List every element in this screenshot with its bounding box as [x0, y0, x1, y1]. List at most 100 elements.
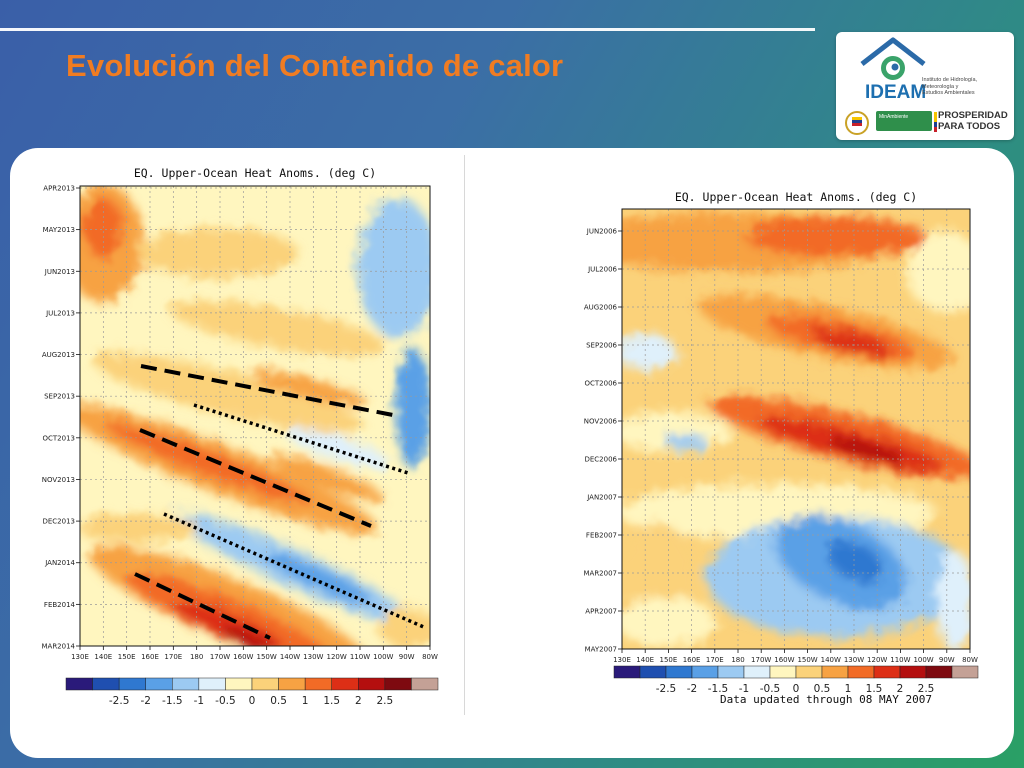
colorbar-tick-label: 1: [302, 695, 309, 707]
dashed-line-3: [134, 572, 271, 640]
y-tick-label: JAN2007: [586, 494, 617, 502]
x-tick-label: 150E: [660, 656, 678, 664]
colorbar-tick-label: -2.5: [656, 683, 677, 695]
x-tick-label: 170E: [164, 653, 182, 661]
x-tick-label: 180: [731, 656, 744, 664]
y-tick-label: JUN2013: [44, 268, 75, 276]
x-tick-label: 140E: [636, 656, 654, 664]
colorbar-tick-label: -0.5: [760, 683, 781, 695]
x-tick-label: 130W: [303, 653, 323, 661]
dotted-line-1: [193, 403, 409, 475]
y-tick-label: APR2007: [585, 608, 617, 616]
colorbar-swatch: [251, 677, 279, 691]
y-axis-ticks: JUN2006 JUL2006 AUG2006 SEP2006 OCT2006 NOV20…: [583, 228, 622, 654]
panel-divider: [464, 155, 465, 715]
ideam-house-swirl-icon: [860, 37, 926, 80]
x-tick-label: 90W: [399, 653, 415, 661]
x-tick-label: 180: [190, 653, 203, 661]
colorbar-swatch: [278, 677, 306, 691]
colorbar-tick-label: 2.5: [918, 683, 935, 695]
colorbar-tick-label: -1.5: [162, 695, 183, 707]
colorbar-swatch: [613, 665, 641, 679]
heatmap-field: [80, 186, 430, 646]
y-tick-label: MAY2013: [43, 226, 75, 234]
y-tick-label: MAR2007: [583, 570, 617, 578]
x-tick-label: 170W: [210, 653, 230, 661]
colorbar-tick-label: 0.5: [270, 695, 287, 707]
colorbar-swatch: [795, 665, 823, 679]
colorbar-swatch: [225, 677, 253, 691]
colorbar-swatch: [145, 677, 173, 691]
y-tick-label: NOV2013: [42, 476, 75, 484]
grid-lines: [622, 209, 970, 649]
y-tick-label: JAN2014: [44, 559, 75, 567]
x-tick-label: 110W: [350, 653, 370, 661]
y-tick-label: APR2013: [43, 185, 75, 193]
colorbar-tick-label: 1.5: [866, 683, 883, 695]
x-tick-label: 80W: [422, 653, 438, 661]
colorbar-swatch: [925, 665, 953, 679]
colorbar-swatch: [172, 677, 200, 691]
y-tick-label: FEB2007: [586, 532, 617, 540]
ideam-wordmark: IDEAM: [865, 82, 927, 103]
colorbar-swatch: [411, 677, 439, 691]
colorbar-swatch: [118, 677, 146, 691]
y-axis-ticks: APR2013 MAY2013 JUN2013 JUL2013 AUG2013 SEP20…: [41, 185, 80, 651]
colorbar-swatch: [769, 665, 797, 679]
y-tick-label: FEB2014: [44, 601, 76, 609]
x-tick-label: 140W: [280, 653, 300, 661]
x-axis-ticks: 130E 140E 150E 160E 170E 180 170W 160W 150W 140W 1…: [613, 649, 978, 664]
colorbar-tick-label: 0: [249, 695, 256, 707]
x-tick-label: 140E: [94, 653, 112, 661]
y-tick-label: AUG2013: [42, 351, 75, 359]
heatmap-2006-2007: EQ. Upper-Ocean Heat Anoms. (deg C): [576, 182, 986, 712]
colorbar-swatch: [358, 677, 386, 691]
colorbar-swatch: [743, 665, 771, 679]
chart-title: EQ. Upper-Ocean Heat Anoms. (deg C): [134, 166, 376, 180]
heatmap-2013-2014: EQ. Upper-Ocean Heat Anoms. (deg C): [28, 158, 458, 718]
colorbar-swatch: [821, 665, 849, 679]
x-tick-label: 160W: [774, 656, 794, 664]
x-tick-label: 150W: [257, 653, 277, 661]
heatmap-2013-2014-svg: EQ. Upper-Ocean Heat Anoms. (deg C): [41, 166, 439, 707]
dashed-line-2: [139, 428, 372, 528]
data-updated-note: Data updated through 08 MAY 2007: [720, 693, 932, 706]
x-tick-label: 160W: [233, 653, 253, 661]
colorbar-tick-label: -2: [687, 683, 697, 695]
y-tick-label: JUN2006: [586, 228, 618, 236]
colorbar-swatch: [639, 665, 667, 679]
y-tick-label: MAY2007: [585, 646, 617, 654]
y-tick-label: SEP2013: [44, 393, 75, 401]
colorbar-swatch: [951, 665, 979, 679]
x-tick-label: 100W: [373, 653, 393, 661]
y-tick-label: JUL2006: [587, 266, 617, 274]
x-tick-label: 90W: [939, 656, 955, 664]
colorbar-tick-label: -2: [140, 695, 150, 707]
colorbar-tick-label: 1.5: [323, 695, 340, 707]
colorbar-tick-label: 2: [897, 683, 904, 695]
colorbar-swatch: [304, 677, 332, 691]
colorbar-tick-label: -1.5: [708, 683, 729, 695]
y-tick-label: OCT2013: [43, 434, 76, 442]
x-tick-label: 130W: [844, 656, 864, 664]
colorbar-tick-label: -2.5: [109, 695, 129, 707]
x-tick-label: 100W: [913, 656, 933, 664]
y-tick-label: DEC2006: [584, 456, 617, 464]
colorbar-swatch: [665, 665, 693, 679]
x-tick-label: 170E: [706, 656, 724, 664]
colorbar-swatch: [65, 677, 93, 691]
chart-title: EQ. Upper-Ocean Heat Anoms. (deg C): [675, 190, 917, 204]
colorbar-swatch: [691, 665, 719, 679]
colorbar-swatch: [198, 677, 226, 691]
colorbar-tick-label: 2.5: [377, 695, 394, 707]
x-axis-ticks: 130E 140E 150E 160E 170E 180 170W 160W 150W 140W 1…: [71, 646, 438, 661]
colorbar-swatch: [847, 665, 875, 679]
x-tick-label: 150E: [118, 653, 136, 661]
x-tick-label: 120W: [867, 656, 887, 664]
y-tick-label: OCT2006: [585, 380, 618, 388]
x-tick-label: 80W: [962, 656, 978, 664]
colorbar-tick-label: -1: [739, 683, 749, 695]
y-tick-label: DEC2013: [42, 518, 75, 526]
y-tick-label: NOV2006: [584, 418, 618, 426]
colorbar: -2.5 -2 -1.5 -1 -0.5 0 0.5 1 1.5 2 2.5: [613, 665, 979, 695]
